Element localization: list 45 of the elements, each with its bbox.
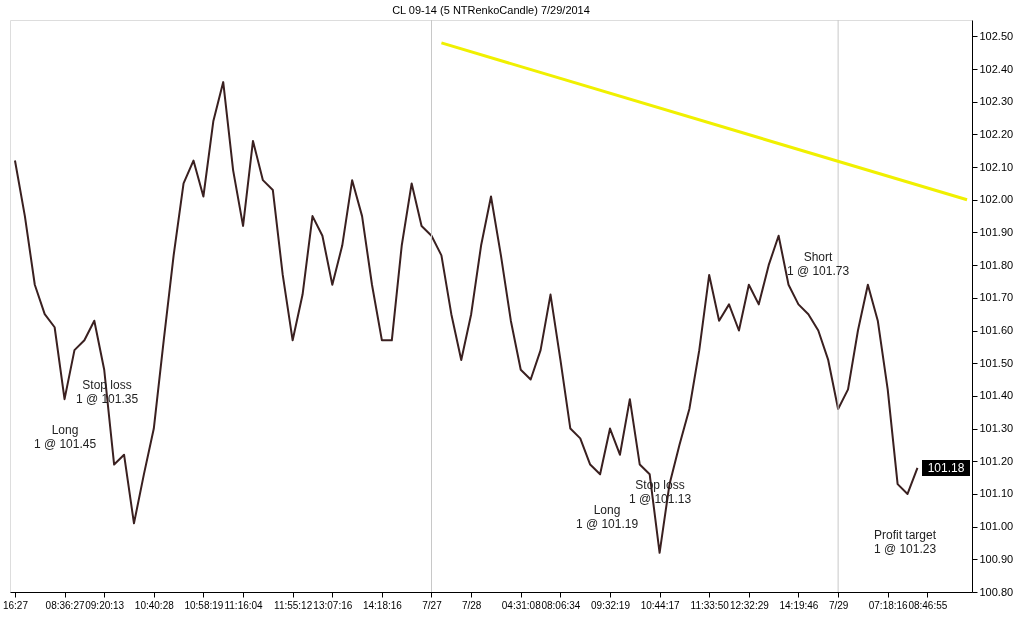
x-tick-label: 13:07:16 <box>313 599 353 611</box>
x-tick-label: 10:40:28 <box>134 599 175 611</box>
y-tick-label: 102.10 <box>979 160 1014 173</box>
y-tick-label: 102.20 <box>979 127 1014 140</box>
y-tick-label: 102.40 <box>979 62 1014 75</box>
x-tick-label: 10:44:17 <box>640 599 680 611</box>
chart-title: CL 09-14 (5 NTRenkoCandle) 7/29/2014 <box>392 3 590 16</box>
y-tick-label: 100.90 <box>979 552 1014 565</box>
x-tick-label: 14:19:46 <box>779 599 819 611</box>
y-tick-label: 100.80 <box>979 585 1014 598</box>
y-tick-label: 101.00 <box>979 520 1014 533</box>
x-tick-label: 10:58:19 <box>184 599 224 611</box>
annotation: 101.18 <box>927 461 965 475</box>
y-tick-label: 101.20 <box>979 454 1014 467</box>
x-tick-label: 08:06:34 <box>541 599 581 611</box>
x-tick-label: 11:33:50 <box>690 599 730 611</box>
x-tick-label: 11:16:04 <box>224 599 264 611</box>
x-tick-label: 04:31:08 <box>501 599 542 611</box>
x-tick-label: 08:46:55 <box>908 599 948 611</box>
annotation: Long 1 @ 101.19 <box>575 503 639 531</box>
x-tick-label: 07:18:16 <box>868 599 909 611</box>
y-tick-label: 101.30 <box>979 422 1014 435</box>
y-tick-label: 101.70 <box>979 291 1014 304</box>
y-tick-label: 102.00 <box>979 193 1014 206</box>
x-tick-label: 11:55:12 <box>274 599 313 611</box>
x-tick-label: 09:20:13 <box>85 599 125 611</box>
x-tick-label: 09:32:19 <box>591 599 631 611</box>
y-tick-label: 101.50 <box>979 356 1014 369</box>
y-tick-label: 101.40 <box>979 389 1014 402</box>
x-tick-label: 7/29 <box>828 599 849 611</box>
x-tick-label: 12:32:29 <box>729 599 770 611</box>
x-tick-label: 16:27 <box>2 599 29 611</box>
y-tick-label: 101.90 <box>979 225 1014 238</box>
x-tick-label: 08:36:27 <box>45 599 85 611</box>
x-tick-label: 7/28 <box>461 599 482 611</box>
y-tick-label: 101.10 <box>979 487 1014 500</box>
y-tick-label: 101.80 <box>979 258 1014 271</box>
annotation: Short 1 @ 101.73 <box>786 250 850 278</box>
x-tick-label: 7/27 <box>422 599 443 611</box>
annotation: Profit target 1 @ 101.23 <box>873 528 937 556</box>
y-tick-label: 102.30 <box>979 95 1014 108</box>
x-tick-label: 14:18:16 <box>362 599 403 611</box>
y-tick-label: 101.60 <box>979 324 1014 337</box>
annotation: Long 1 @ 101.45 <box>33 423 97 451</box>
y-tick-label: 102.50 <box>979 29 1014 42</box>
